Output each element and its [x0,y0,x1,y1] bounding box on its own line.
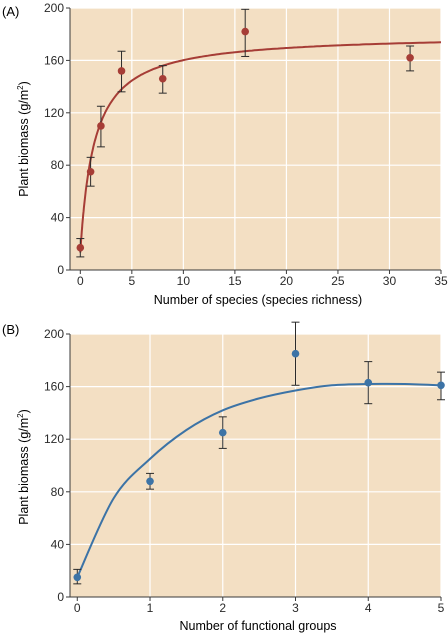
panel-b-xlabel: Number of functional groups [179,619,336,633]
data-point [117,67,126,75]
panel-a-label: (A) [2,4,19,19]
x-tick-label: 4 [365,601,372,615]
x-tick-label: 0 [77,274,84,288]
panel-a-marks [76,8,415,258]
data-point [291,349,300,358]
y-tick-label: 80 [51,485,65,499]
y-tick-label: 160 [44,53,64,67]
y-tick-label: 200 [44,327,64,341]
data-point [406,53,414,62]
x-tick-label: 0 [74,601,81,615]
panel-b-ylabel-main: Plant biomass (g/m [17,418,31,525]
x-tick-label: 15 [228,274,242,288]
x-tick-label: 1 [147,601,154,615]
panel-b-marks [73,321,445,585]
data-point [76,243,85,252]
panel-b-ylabel-end: ) [17,409,31,413]
data-point [97,122,105,130]
data-point [86,167,95,176]
panel-a-ylabel: Plant biomass (g/m2) [16,81,31,197]
x-tick-label: 5 [128,274,135,288]
y-tick-label: 160 [44,380,64,394]
panel-b: (B) 0 1 2 3 4 5 0 40 80 120 160 200 Number of funct… [2,321,445,633]
x-tick-label: 3 [292,601,299,615]
panel-b-label: (B) [2,322,19,337]
data-point [241,27,249,36]
y-tick-label: 40 [51,211,65,225]
y-tick-label: 200 [44,1,64,15]
x-tick-label: 25 [331,274,345,288]
panel-a-ylabel-sup: 2 [16,85,25,90]
panel-a-xlabel: Number of species (species richness) [154,293,362,307]
data-point [437,381,445,390]
y-tick-label: 80 [51,158,65,172]
fit-curve [76,382,442,578]
x-tick-label: 30 [383,274,397,288]
panel-a-ylabel-main: Plant biomass (g/m [17,90,31,197]
panel-b-ticks: 0 1 2 3 4 5 0 40 80 120 160 200 [44,327,445,615]
y-tick-label: 0 [57,590,64,604]
data-point [218,428,227,437]
x-tick-label: 20 [280,274,294,288]
x-tick-label: 2 [219,601,226,615]
x-tick-label: 10 [177,274,191,288]
data-point [146,477,154,486]
panel-a-ylabel-end: ) [17,81,31,85]
panel-b-ylabel-sup: 2 [16,413,25,418]
x-tick-label: 5 [438,601,445,615]
y-tick-label: 40 [51,537,65,551]
panel-b-ylabel: Plant biomass (g/m2) [16,409,31,525]
data-point [73,573,82,582]
panel-b-plot-area [70,334,441,597]
panel-b-fit [76,382,442,578]
y-tick-label: 120 [44,432,64,446]
panel-b-axes [69,334,441,598]
y-tick-label: 0 [57,263,64,277]
panel-a-ticks: 0 5 10 15 20 25 30 35 0 40 80 120 160 200 [44,1,448,288]
data-point [364,378,373,387]
panel-a-plot-area [70,8,441,270]
panel-a: (A) 0 5 10 15 20 25 30 35 0 40 80 120 160 200 Number … [2,1,448,307]
y-tick-label: 120 [44,106,64,120]
x-tick-label: 35 [434,274,448,288]
data-point [158,74,167,83]
